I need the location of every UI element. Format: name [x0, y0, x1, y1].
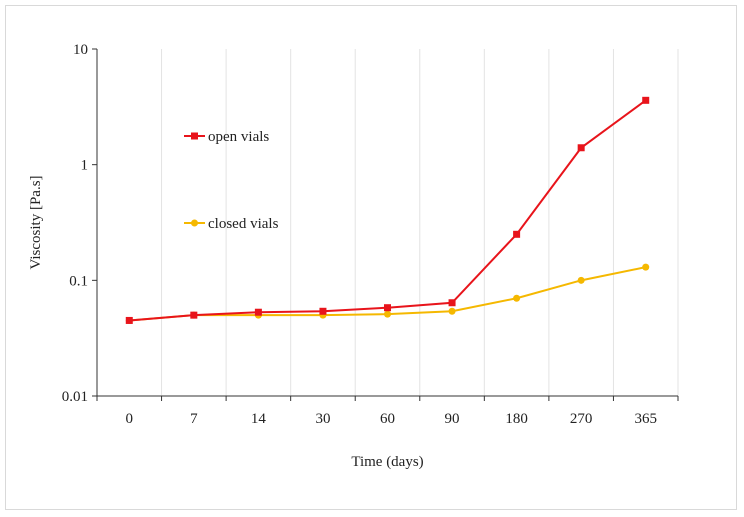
legend-marker [191, 132, 198, 140]
data-point-open-vials [448, 299, 456, 307]
x-tick-label: 90 [445, 411, 460, 427]
chart-frame [5, 5, 737, 510]
data-point-open-vials [190, 311, 198, 319]
legend-label: closed vials [208, 216, 279, 232]
grid [161, 49, 679, 396]
y-axis-title: Viscosity [Pa.s] [28, 175, 44, 269]
data-point-closed-vials [448, 307, 456, 315]
x-tick-label: 180 [505, 411, 528, 427]
legend-label: open vials [208, 129, 269, 145]
x-tick-label: 14 [251, 411, 267, 427]
data-point-closed-vials [642, 263, 650, 271]
series-open-vials [125, 96, 650, 324]
y-tick-label: 0.01 [62, 389, 88, 405]
y-tick-label: 1 [81, 158, 89, 174]
data-point-open-vials [384, 304, 391, 312]
data-point-closed-vials [513, 294, 521, 302]
legend: open vials closed vials [184, 129, 279, 232]
x-tick-label: 60 [380, 411, 395, 427]
x-tick-label: 7 [190, 411, 198, 427]
data-point-closed-vials [577, 276, 585, 284]
data-point-open-vials [513, 230, 521, 238]
x-tick-label: 0 [126, 411, 134, 427]
x-tick-label: 30 [315, 411, 330, 427]
x-axis-title: Time (days) [351, 454, 423, 470]
data-point-open-vials [125, 316, 133, 324]
x-tick-label: 365 [634, 411, 657, 427]
data-point-closed-vials [384, 310, 391, 318]
legend-marker [191, 219, 198, 227]
axes: 0.01 0.1 1 10 0 7 14 30 60 90 180 270 365 [62, 42, 679, 427]
data-point-open-vials [577, 144, 585, 152]
y-tick-label: 0.1 [69, 273, 88, 289]
data-point-open-vials [254, 308, 262, 316]
legend-item-closed-vials: closed vials [184, 216, 279, 232]
legend-item-open-vials: open vials [184, 129, 269, 145]
x-tick-label: 270 [570, 411, 593, 427]
series-layer [125, 96, 650, 324]
series-line-open-vials [129, 99, 647, 322]
data-point-open-vials [319, 307, 327, 315]
y-tick-label: 10 [73, 42, 88, 58]
data-point-open-vials [642, 96, 650, 104]
